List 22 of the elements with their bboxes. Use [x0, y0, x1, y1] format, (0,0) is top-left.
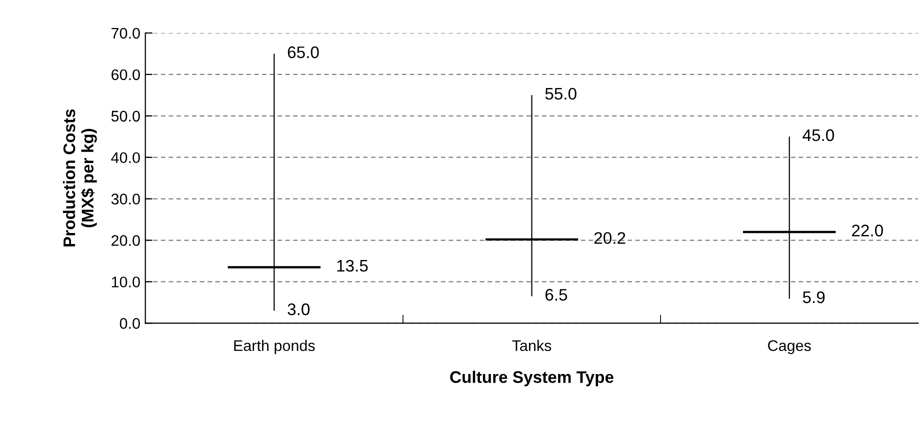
y-axis-title: Production Costs (MX$ per kg) [62, 109, 97, 246]
annotation: 5.9 [802, 291, 825, 304]
x-tick-label: Cages [768, 340, 811, 354]
y-tick-label: 20.0 [112, 235, 140, 246]
annotation: 6.5 [545, 288, 568, 301]
annotation: 65.0 [288, 46, 319, 58]
x-tick-label: Tanks [512, 340, 552, 352]
y-tick-label: 10.0 [112, 276, 140, 288]
annotation: 22.0 [852, 224, 883, 236]
y-tick-label: 40.0 [111, 152, 140, 164]
y-tick-label: 0.0 [120, 318, 140, 329]
annotation: 20.2 [594, 232, 626, 244]
annotation: 55.0 [545, 88, 576, 100]
y-tick-label: 50.0 [111, 110, 140, 122]
y-tick-label: 70.0 [112, 28, 140, 39]
x-axis-title: Culture System Type [450, 370, 614, 386]
annotation: 45.0 [802, 129, 834, 142]
y-tick-label: 60.0 [112, 69, 140, 80]
x-tick-label: Earth ponds [234, 340, 315, 354]
annotation: 13.5 [337, 260, 368, 272]
annotation: 3.0 [288, 303, 310, 316]
y-tick-label: 30.0 [111, 194, 140, 204]
